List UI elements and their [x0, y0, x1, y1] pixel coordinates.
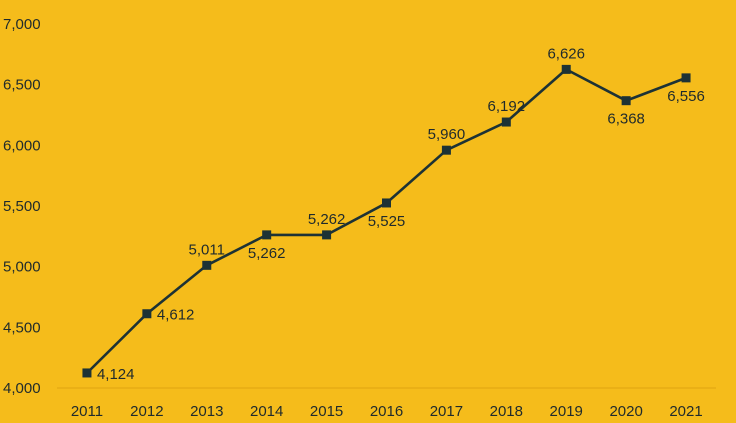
data-label: 4,124 — [97, 366, 135, 383]
data-point-marker — [681, 73, 691, 83]
data-point-marker — [202, 260, 212, 270]
data-label: 5,960 — [428, 126, 466, 143]
data-labels: 4,124 4,612 5,011 5,262 5,262 5,525 5,960 6,192… — [97, 45, 705, 383]
data-label: 6,556 — [667, 88, 705, 105]
x-tick-label: 2012 — [130, 403, 163, 420]
x-tick-label: 2020 — [609, 403, 642, 420]
data-point-marker — [501, 117, 511, 127]
x-tick-label: 2018 — [490, 403, 523, 420]
y-tick-label: 5,500 — [3, 198, 41, 215]
y-tick-label: 6,500 — [3, 77, 41, 94]
y-axis-tick-labels: 4,000 4,500 5,000 5,500 6,000 6,500 7,000 — [3, 16, 41, 397]
data-point-marker — [142, 309, 152, 319]
x-tick-label: 2014 — [250, 403, 283, 420]
data-point-marker — [561, 64, 571, 74]
data-point-marker — [82, 368, 92, 378]
data-label: 4,612 — [157, 307, 195, 324]
y-tick-label: 5,000 — [3, 259, 41, 276]
data-label: 5,262 — [308, 211, 346, 228]
data-label: 6,192 — [488, 98, 526, 115]
data-point-marker — [382, 198, 391, 208]
data-markers — [82, 64, 691, 378]
y-tick-label: 4,000 — [3, 380, 41, 397]
data-label: 5,011 — [189, 241, 225, 258]
data-point-marker — [621, 96, 631, 106]
y-tick-label: 6,000 — [3, 137, 41, 154]
data-point-marker — [441, 145, 451, 155]
x-tick-label: 2021 — [669, 403, 702, 420]
x-axis-tick-labels: 2011 2012 2013 2014 2015 2016 2017 2018 2019 2020… — [71, 403, 703, 420]
data-point-marker — [322, 230, 332, 240]
x-tick-label: 2019 — [550, 403, 583, 420]
x-tick-label: 2015 — [310, 403, 343, 420]
x-tick-label: 2016 — [370, 403, 403, 420]
data-label: 5,525 — [368, 213, 406, 230]
data-label: 5,262 — [248, 245, 286, 262]
data-label: 6,368 — [607, 111, 645, 128]
data-label: 6,626 — [547, 45, 585, 62]
x-tick-label: 2017 — [430, 403, 463, 420]
data-point-marker — [262, 230, 272, 240]
x-tick-label: 2011 — [71, 403, 103, 420]
y-tick-label: 4,500 — [3, 319, 41, 336]
y-tick-label: 7,000 — [3, 16, 41, 33]
x-tick-label: 2013 — [190, 403, 223, 420]
